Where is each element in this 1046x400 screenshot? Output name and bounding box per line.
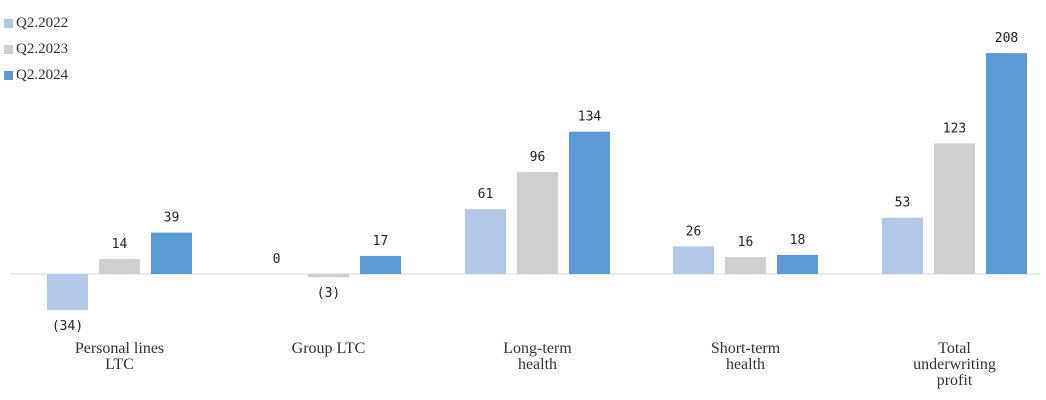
bar <box>517 172 558 274</box>
legend: Q2.2022 Q2.2023 Q2.2024 <box>4 10 68 88</box>
legend-swatch <box>4 44 13 54</box>
data-label: 96 <box>530 150 546 165</box>
data-label: 134 <box>578 110 602 125</box>
legend-label: Q2.2024 <box>16 66 69 83</box>
category-label: Long-term <box>503 340 572 357</box>
category-label: Group LTC <box>292 340 366 357</box>
bar <box>151 232 192 274</box>
bar <box>673 246 714 274</box>
data-label: 123 <box>943 121 966 136</box>
category-label: health <box>518 356 557 373</box>
bar <box>308 274 349 278</box>
category-label: Short-term <box>711 340 781 357</box>
data-label: 0 <box>273 252 281 267</box>
category-label: health <box>726 356 765 373</box>
legend-item-q2-2022: Q2.2022 <box>4 10 68 36</box>
category-label: LTC <box>105 356 134 373</box>
legend-label: Q2.2023 <box>16 40 69 57</box>
bar <box>777 254 818 274</box>
category-label: Personal lines <box>75 340 164 357</box>
bar <box>934 143 975 274</box>
data-label: (3) <box>317 286 340 301</box>
category-label: Total <box>938 340 971 357</box>
bar <box>99 259 140 274</box>
legend-swatch <box>4 70 13 80</box>
bar <box>360 255 401 274</box>
data-label: 18 <box>790 233 806 248</box>
data-label: 26 <box>686 224 702 239</box>
legend-label: Q2.2022 <box>16 14 69 31</box>
legend-swatch <box>4 18 13 28</box>
bar <box>986 53 1027 274</box>
data-label: 14 <box>112 237 128 252</box>
data-label: 61 <box>478 187 494 202</box>
data-label: 39 <box>164 211 180 226</box>
bar <box>465 209 506 274</box>
category-label: underwriting <box>913 356 996 373</box>
legend-item-q2-2023: Q2.2023 <box>4 36 68 62</box>
data-label: 16 <box>738 235 754 250</box>
data-label: 53 <box>895 196 911 211</box>
bar <box>725 257 766 274</box>
data-label: (34) <box>52 319 83 334</box>
data-label: 208 <box>995 31 1018 46</box>
bar <box>569 131 610 274</box>
bar <box>47 274 88 311</box>
legend-item-q2-2024: Q2.2024 <box>4 62 68 88</box>
category-label: profit <box>937 372 973 389</box>
bar <box>882 217 923 274</box>
data-label: 17 <box>373 234 389 249</box>
